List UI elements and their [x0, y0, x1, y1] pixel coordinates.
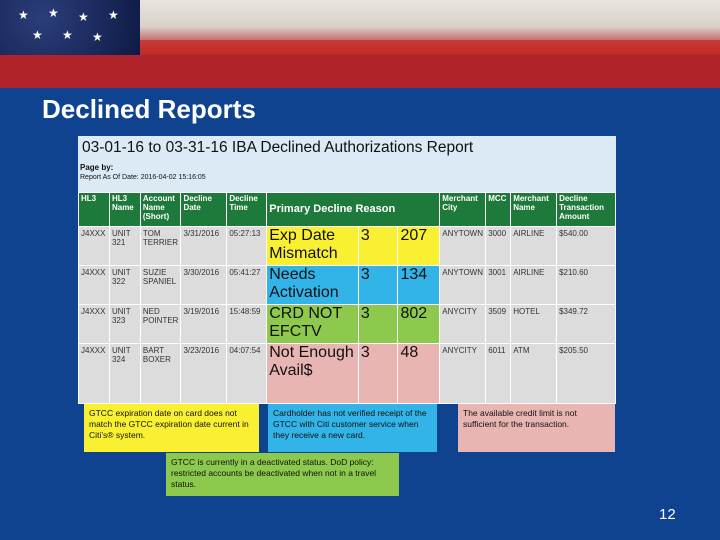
declined-table: HL3 HL3 Name Account Name (Short) Declin… — [78, 192, 616, 404]
col-amount: Decline Transaction Amount — [556, 192, 616, 227]
cell-reason: Not Enough Avail$ — [266, 343, 359, 404]
callout-not-enough: The available credit limit is not suffic… — [458, 404, 615, 452]
cell-account: BART BOXER — [139, 343, 182, 404]
cell-hl3: J4XXX — [78, 265, 110, 305]
cell-account: TOM TERRIER — [139, 226, 182, 266]
cell-hl3-name: UNIT 322 — [108, 265, 141, 305]
col-hl3: HL3 — [78, 192, 110, 227]
flag-canton-icon: ★ ★ ★ ★ ★ ★ ★ — [0, 0, 140, 60]
page-number: 12 — [659, 506, 676, 523]
col-decline-date: Decline Date — [180, 192, 228, 227]
cell-hl3-name: UNIT 323 — [108, 304, 141, 344]
cell-city: ANYTOWN — [439, 265, 487, 305]
col-mcc: MCC — [485, 192, 512, 227]
cell-date: 3/23/2016 — [180, 343, 228, 404]
report-title: 03-01-16 to 03-31-16 IBA Declined Author… — [82, 139, 474, 156]
table-row: J4XXX UNIT 324 BART BOXER 3/23/2016 04:0… — [78, 343, 616, 404]
slide-title: Declined Reports — [42, 94, 256, 124]
cell-hl3: J4XXX — [78, 226, 110, 266]
table-header-row: HL3 HL3 Name Account Name (Short) Declin… — [78, 192, 616, 227]
cell-time: 04:07:54 — [226, 343, 268, 404]
red-stripe — [0, 55, 720, 88]
cell-merchant: ATM — [510, 343, 558, 404]
col-merchant-city: Merchant City — [439, 192, 487, 227]
cell-merchant: AIRLINE — [510, 226, 558, 266]
table-row: J4XXX UNIT 323 NED POINTER 3/19/2016 15:… — [78, 304, 616, 344]
page-by-label: Page by: — [80, 163, 114, 172]
col-decline-time: Decline Time — [226, 192, 268, 227]
cell-code: 3 — [357, 304, 399, 344]
col-hl3-name: HL3 Name — [108, 192, 141, 227]
callout-exp-date: GTCC expiration date on card does not ma… — [84, 404, 259, 452]
cell-merchant: HOTEL — [510, 304, 558, 344]
cell-hl3: J4XXX — [78, 304, 110, 344]
cell-mcc: 3509 — [485, 304, 512, 344]
cell-code: 3 — [357, 226, 399, 266]
col-primary-reason: Primary Decline Reason — [266, 192, 441, 227]
report-header: 03-01-16 to 03-31-16 IBA Declined Author… — [78, 136, 616, 192]
cell-amount: $210.60 — [556, 265, 616, 305]
table-row: J4XXX UNIT 321 TOM TERRIER 3/31/2016 05:… — [78, 226, 616, 266]
cell-mcc: 3000 — [485, 226, 512, 266]
cell-num: 134 — [397, 265, 441, 305]
col-merchant-name: Merchant Name — [510, 192, 558, 227]
cell-account: SUZIE SPANIEL — [139, 265, 182, 305]
cell-reason: Needs Activation — [266, 265, 359, 305]
cell-hl3: J4XXX — [78, 343, 110, 404]
cell-hl3-name: UNIT 321 — [108, 226, 141, 266]
cell-city: ANYTOWN — [439, 226, 487, 266]
cell-code: 3 — [357, 343, 399, 404]
cell-account: NED POINTER — [139, 304, 182, 344]
cell-reason: Exp Date Mismatch — [266, 226, 359, 266]
cell-date: 3/30/2016 — [180, 265, 228, 305]
cell-date: 3/31/2016 — [180, 226, 228, 266]
cell-amount: $205.50 — [556, 343, 616, 404]
cell-hl3-name: UNIT 324 — [108, 343, 141, 404]
callout-crd-not-efctv: GTCC is currently in a deactivated statu… — [166, 453, 399, 496]
cell-num: 48 — [397, 343, 441, 404]
cell-merchant: AIRLINE — [510, 265, 558, 305]
cell-mcc: 3001 — [485, 265, 512, 305]
cell-num: 207 — [397, 226, 441, 266]
report-as-of-date: Report As Of Date: 2016-04-02 15:16:05 — [80, 174, 206, 181]
cell-amount: $540.00 — [556, 226, 616, 266]
cell-time: 05:41:27 — [226, 265, 268, 305]
cell-code: 3 — [357, 265, 399, 305]
cell-time: 05:27:13 — [226, 226, 268, 266]
declined-report: 03-01-16 to 03-31-16 IBA Declined Author… — [78, 136, 616, 404]
cell-num: 802 — [397, 304, 441, 344]
cell-amount: $349.72 — [556, 304, 616, 344]
cell-city: ANYCITY — [439, 304, 487, 344]
callout-needs-activation: Cardholder has not verified receipt of t… — [268, 404, 437, 452]
cell-mcc: 6011 — [485, 343, 512, 404]
cell-reason: CRD NOT EFCTV — [266, 304, 359, 344]
col-account-name: Account Name (Short) — [139, 192, 182, 227]
cell-time: 15:48:59 — [226, 304, 268, 344]
table-row: J4XXX UNIT 322 SUZIE SPANIEL 3/30/2016 0… — [78, 265, 616, 305]
cell-date: 3/19/2016 — [180, 304, 228, 344]
cell-city: ANYCITY — [439, 343, 487, 404]
